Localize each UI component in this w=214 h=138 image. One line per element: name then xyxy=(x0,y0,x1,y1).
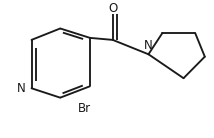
Text: Br: Br xyxy=(78,102,91,115)
Text: N: N xyxy=(144,39,153,52)
Text: O: O xyxy=(108,2,117,15)
Text: N: N xyxy=(16,82,25,95)
